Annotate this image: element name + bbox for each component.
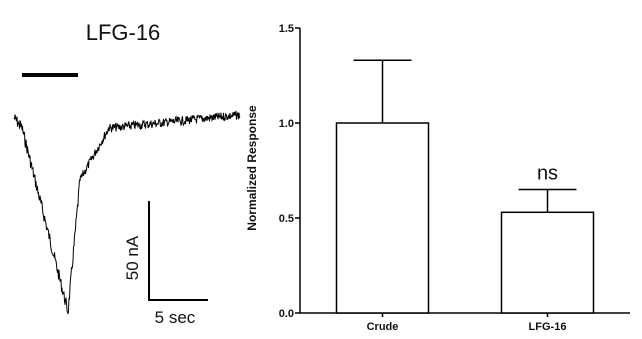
scale-bar-x-label: 5 sec xyxy=(155,308,196,327)
bar-crude xyxy=(335,122,430,314)
trace-panel: LFG-16 50 nA 5 sec xyxy=(13,20,241,327)
current-trace xyxy=(13,110,241,315)
bar-lfg-16 xyxy=(500,211,595,314)
bar-chart: Normalized Response 0.0 0.5 1.0 1.5 Crude LFG… xyxy=(245,23,630,333)
y-tick-label: 0.5 xyxy=(279,213,294,225)
y-tick-label: 1.5 xyxy=(279,23,294,35)
scale-bar-y-label: 50 nA xyxy=(123,235,142,280)
y-tick-label: 1.0 xyxy=(279,118,294,130)
x-tick-label: LFG-16 xyxy=(529,321,567,333)
y-axis-label: Normalized Response xyxy=(245,105,259,231)
x-tick-label: Crude xyxy=(367,321,399,333)
trace-title: LFG-16 xyxy=(86,20,161,45)
y-tick-label: 0.0 xyxy=(279,308,294,320)
significance-label: ns xyxy=(537,163,558,185)
